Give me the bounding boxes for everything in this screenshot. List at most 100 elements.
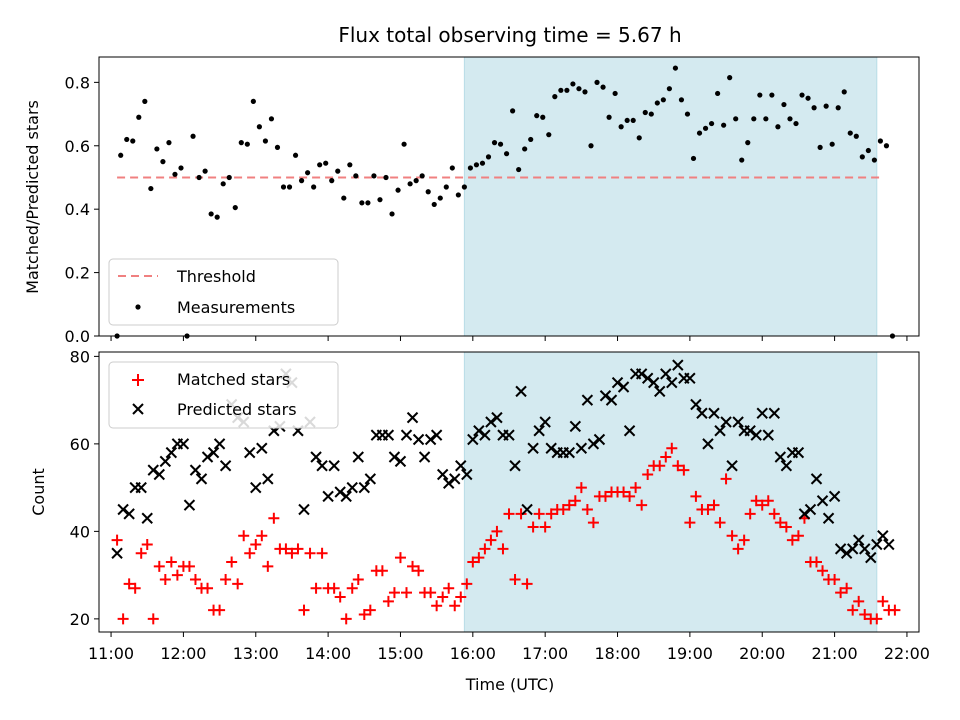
predicted-point [672, 359, 684, 371]
predicted-point [244, 446, 256, 459]
predicted-point [865, 551, 877, 564]
measurement-point [425, 189, 431, 195]
matched-point [244, 547, 256, 559]
x-axis-ticks [110, 336, 908, 341]
measurement-point [172, 171, 178, 177]
measurement-point [347, 162, 353, 168]
measurement-point [389, 211, 395, 217]
y-tick-label: 0.6 [65, 137, 90, 156]
measurement-point [473, 162, 480, 168]
predicted-point [449, 473, 461, 485]
predicted-point [165, 446, 178, 459]
measurement-point [817, 144, 823, 150]
measurement-point [510, 108, 516, 114]
predicted-point [593, 433, 606, 446]
matched-point [437, 591, 449, 603]
measurement-point [491, 140, 498, 146]
matched-point [461, 578, 473, 590]
x-tick-label: 20:00 [739, 644, 785, 663]
predicted-point [394, 455, 407, 468]
predicted-point [117, 503, 129, 516]
predicted-point [569, 420, 582, 433]
matched-point [636, 499, 648, 511]
measurement-point [497, 141, 504, 147]
matched-point [135, 547, 147, 559]
measurement-point [118, 152, 124, 158]
matched-point [455, 591, 467, 603]
legend-measurements-swatch [135, 304, 141, 310]
matched-point [425, 587, 437, 599]
matched-point [726, 530, 738, 542]
predicted-point [587, 438, 600, 450]
predicted-point [647, 376, 660, 389]
measurement-point [588, 143, 594, 149]
measurement-point [654, 100, 660, 106]
measurement-point [721, 122, 727, 128]
measurement-point [268, 116, 275, 122]
measurement-point [696, 130, 703, 136]
measurement-point [178, 165, 184, 171]
matched-point [431, 600, 443, 612]
measurement-point [250, 98, 256, 104]
measurement-point [787, 116, 793, 122]
measurement-point [522, 146, 528, 152]
predicted-point [690, 398, 702, 411]
predicted-point [334, 486, 346, 498]
measurement-point [280, 184, 287, 190]
predicted-point [219, 460, 232, 472]
measurement-point [606, 114, 612, 120]
matched-point [202, 582, 214, 594]
measurement-point [570, 81, 576, 87]
measurement-point [359, 200, 365, 206]
measurement-point [371, 173, 377, 179]
measurement-point [690, 155, 697, 162]
measurement-point [811, 105, 817, 111]
measurement-point [702, 125, 709, 131]
matched-point [768, 508, 780, 520]
measurement-point [461, 184, 467, 190]
axes-frame [98, 56, 920, 337]
predicted-point [696, 407, 708, 419]
measurement-point [220, 181, 226, 187]
matched-point [708, 499, 720, 511]
matched-point [654, 460, 666, 472]
measurement-point [558, 87, 564, 93]
matched-point [527, 521, 539, 533]
measurement-point [467, 165, 474, 171]
measurement-point [805, 95, 811, 101]
matched-point [189, 574, 201, 585]
predicted-point [666, 376, 678, 389]
matched-point [413, 565, 425, 577]
predicted-point [804, 503, 817, 516]
matched-point [756, 499, 768, 511]
measurement-point [612, 90, 618, 97]
predicted-point [654, 385, 666, 398]
legend-matched-swatch [132, 374, 144, 386]
matched-point [859, 609, 871, 620]
y-tick-label: 0.4 [65, 200, 90, 219]
measurement-point [341, 195, 347, 201]
predicted-point [424, 433, 437, 446]
matched-point [581, 504, 593, 515]
matched-point [292, 543, 304, 555]
matched-point [364, 604, 376, 616]
measurement-point [540, 114, 546, 120]
matched-point [503, 508, 515, 520]
predicted-point [575, 442, 588, 454]
matched-point [183, 560, 195, 572]
predicted-point [256, 442, 268, 454]
measurement-point [642, 109, 648, 116]
matched-point [630, 482, 642, 494]
predicted-point [485, 416, 497, 428]
measurement-point [630, 117, 636, 124]
measurement-point [528, 136, 534, 143]
measurement-point [618, 124, 624, 130]
matched-point [714, 517, 726, 529]
matched-point [334, 591, 346, 603]
predicted-point [810, 473, 823, 485]
measurement-point [311, 184, 317, 190]
matched-point [467, 556, 479, 568]
predicted-point [461, 468, 473, 481]
predicted-point [720, 416, 732, 428]
matched-point [599, 490, 611, 502]
